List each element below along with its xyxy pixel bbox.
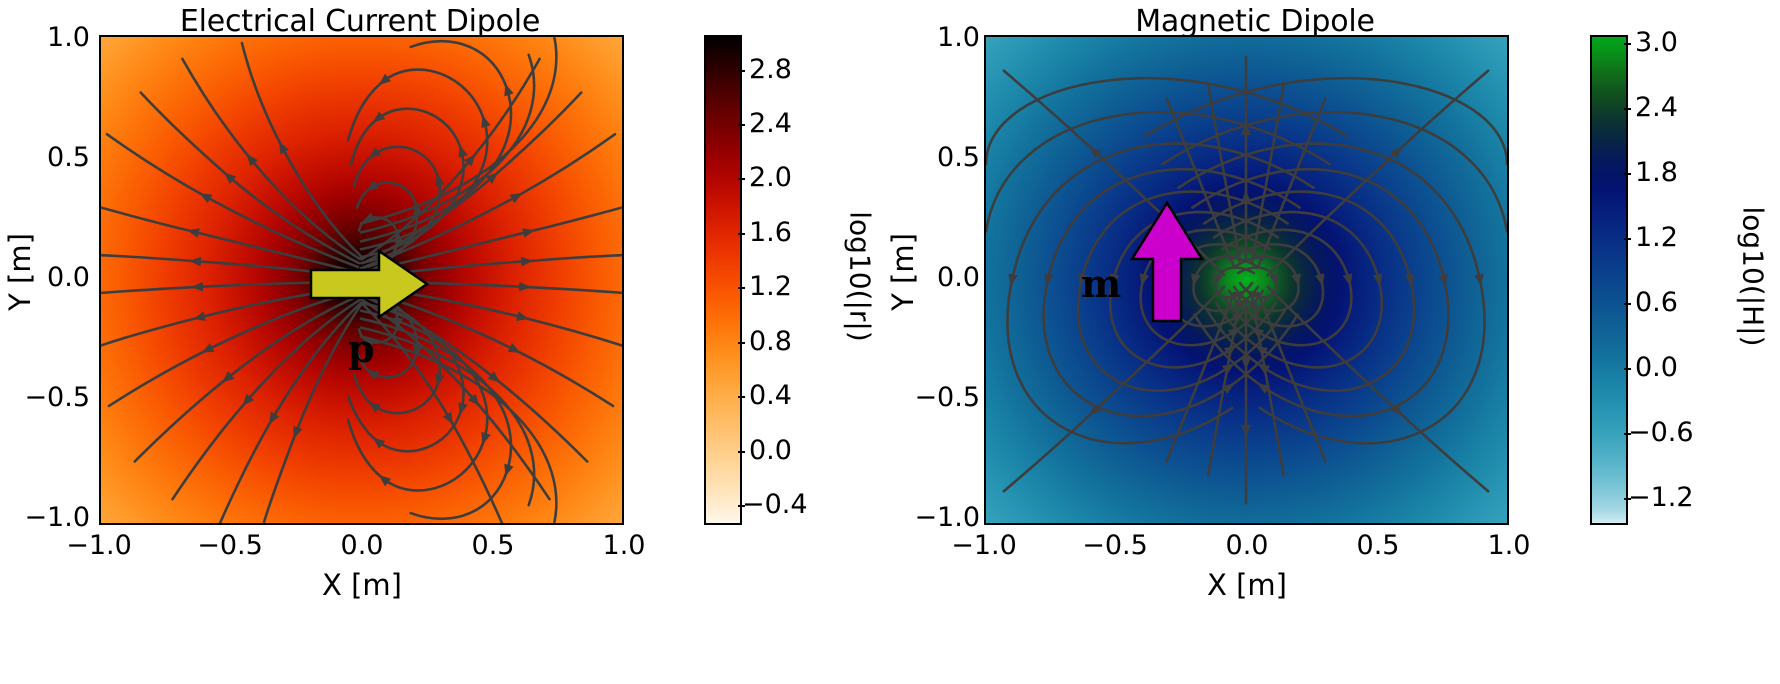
colorbar-axis-label: log10(|H|) bbox=[1736, 206, 1770, 347]
colorbar-tick-mark bbox=[738, 70, 745, 72]
colorbar-tick-label: 1.2 bbox=[749, 271, 792, 302]
y-tick-label: −0.5 bbox=[914, 382, 980, 413]
colorbar-tick-label: 2.8 bbox=[749, 54, 792, 85]
x-tick-label: 1.0 bbox=[602, 530, 646, 561]
x-axis-label: X [m] bbox=[322, 568, 402, 602]
colorbar-tick-label: 2.4 bbox=[1635, 92, 1678, 123]
y-tick-label: 1.0 bbox=[47, 22, 90, 53]
y-axis-label: Y [m] bbox=[886, 233, 920, 311]
colorbar-tick-label: 1.8 bbox=[1635, 157, 1678, 188]
y-tick-label: 1.0 bbox=[937, 22, 980, 53]
colorbar-tick-label: 0.6 bbox=[1635, 287, 1678, 318]
colorbar-tick-label: −1.2 bbox=[1628, 482, 1694, 513]
colorbar-tick-label: 3.0 bbox=[1635, 27, 1678, 58]
page-title: Magnetic Dipole bbox=[1135, 4, 1375, 39]
colorbar-tick-mark bbox=[738, 124, 745, 126]
colorbar-tick-label: 2.0 bbox=[749, 162, 792, 193]
colorbar-tick-mark bbox=[738, 287, 745, 289]
panel-magnetic-dipole: Magnetic Dipole 1.0 0.5 0.0 −0.5 −1.0 Y … bbox=[886, 0, 1780, 684]
colorbar-magnetic-gradient bbox=[1592, 37, 1626, 523]
colorbar-tick-mark bbox=[1624, 433, 1631, 435]
colorbar-electric-gradient bbox=[706, 37, 740, 523]
x-tick-label: −0.5 bbox=[1082, 530, 1148, 561]
x-tick-label: 0.0 bbox=[1225, 530, 1269, 561]
colorbar-tick-mark bbox=[1624, 238, 1631, 240]
colorbar-tick-label: 2.4 bbox=[749, 108, 792, 139]
x-tick-label: 0.5 bbox=[1356, 530, 1400, 561]
electric-dipole-arrow bbox=[309, 248, 430, 320]
colorbar-tick-label: −0.6 bbox=[1628, 417, 1694, 448]
colorbar-tick-label: 1.6 bbox=[749, 217, 792, 248]
y-axis-label: Y [m] bbox=[3, 233, 37, 311]
plot-area-magnetic[interactable]: m bbox=[984, 35, 1509, 525]
colorbar-tick-label: 1.2 bbox=[1635, 222, 1678, 253]
y-tick-label: 0.0 bbox=[937, 262, 980, 293]
colorbar-tick-mark bbox=[738, 505, 745, 507]
colorbar-tick-mark bbox=[1624, 368, 1631, 370]
y-tick-label: 0.5 bbox=[937, 142, 980, 173]
y-tick-label: 0.0 bbox=[47, 262, 90, 293]
colorbar-tick-mark bbox=[1624, 108, 1631, 110]
x-tick-label: −1.0 bbox=[66, 530, 132, 561]
colorbar-tick-mark bbox=[738, 396, 745, 398]
colorbar-tick-mark bbox=[738, 342, 745, 344]
colorbar-tick-label: 0.4 bbox=[749, 380, 792, 411]
colorbar-tick-mark bbox=[1624, 173, 1631, 175]
magnetic-dipole-field-plot bbox=[986, 37, 1507, 523]
x-tick-label: −1.0 bbox=[951, 530, 1017, 561]
plot-area-electric[interactable]: p bbox=[99, 35, 624, 525]
colorbar-axis-label: log10(|r|) bbox=[843, 211, 877, 342]
colorbar-tick-mark bbox=[1624, 303, 1631, 305]
x-tick-label: −0.5 bbox=[197, 530, 263, 561]
colorbar-tick-label: 0.8 bbox=[749, 326, 792, 357]
colorbar-magnetic[interactable] bbox=[1590, 35, 1628, 525]
x-axis-label: X [m] bbox=[1207, 568, 1287, 602]
colorbar-tick-mark bbox=[738, 178, 745, 180]
panel-electrical-current-dipole: Electrical Current Dipole 1.0 0.5 0.0 −0… bbox=[3, 4, 877, 602]
colorbar-tick-mark bbox=[738, 451, 745, 453]
colorbar-tick-mark bbox=[1624, 43, 1631, 45]
x-tick-label: 1.0 bbox=[1487, 530, 1531, 561]
electric-dipole-symbol: p bbox=[348, 326, 375, 371]
colorbar-tick-label: −0.4 bbox=[742, 489, 808, 520]
colorbar-electric[interactable] bbox=[704, 35, 742, 525]
y-tick-label: −0.5 bbox=[24, 382, 90, 413]
colorbar-tick-label: 0.0 bbox=[1635, 352, 1678, 383]
y-tick-label: −1.0 bbox=[24, 502, 90, 533]
colorbar-tick-label: 0.0 bbox=[749, 435, 792, 466]
y-tick-label: −1.0 bbox=[914, 502, 980, 533]
x-tick-label: 0.5 bbox=[471, 530, 515, 561]
x-tick-label: 0.0 bbox=[340, 530, 384, 561]
colorbar-tick-mark bbox=[1624, 498, 1631, 500]
colorbar-tick-mark bbox=[738, 233, 745, 235]
page-title: Electrical Current Dipole bbox=[179, 4, 541, 39]
magnetic-dipole-arrow bbox=[1129, 200, 1205, 323]
y-tick-label: 0.5 bbox=[47, 142, 90, 173]
magnetic-dipole-symbol: m bbox=[1081, 261, 1122, 306]
